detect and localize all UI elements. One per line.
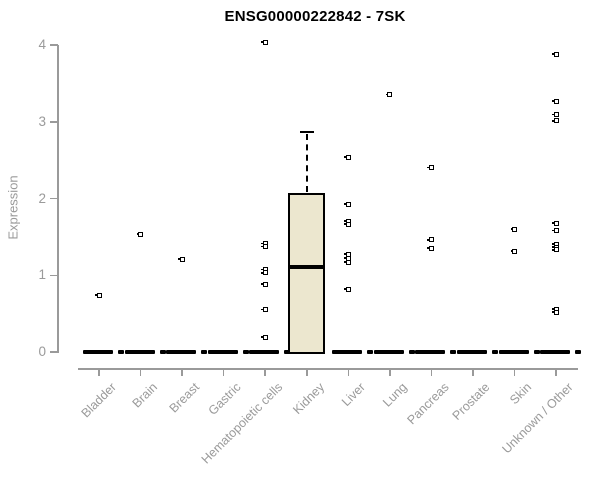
- x-tick-label: Brain: [129, 380, 161, 411]
- outlier-point[interactable]: [344, 286, 351, 292]
- outlier-point[interactable]: [344, 222, 351, 228]
- box[interactable]: [288, 193, 326, 354]
- collapsed-box-bar[interactable]: [498, 349, 529, 354]
- outlier-point[interactable]: [261, 270, 268, 276]
- x-axis-tick: [347, 368, 350, 376]
- collapsed-box-bar[interactable]: [83, 349, 113, 354]
- outlier-point[interactable]: [427, 237, 434, 243]
- collapsed-box-dash[interactable]: [575, 349, 582, 354]
- collapsed-box-dash[interactable]: [450, 349, 457, 354]
- y-tick-label: 0: [38, 344, 46, 359]
- collapsed-box-dash[interactable]: [159, 349, 166, 354]
- outlier-point[interactable]: [427, 245, 434, 251]
- collapsed-box-dash[interactable]: [242, 349, 249, 354]
- y-axis-label: Expression: [5, 175, 21, 240]
- x-tick-label: Skin: [507, 380, 535, 408]
- collapsed-box-dash[interactable]: [201, 349, 208, 354]
- x-axis-tick: [513, 368, 516, 376]
- y-axis-tick: [50, 121, 58, 123]
- outlier-point[interactable]: [552, 220, 559, 226]
- outlier-point[interactable]: [552, 309, 559, 315]
- collapsed-box-bar[interactable]: [540, 349, 571, 354]
- outlier-point[interactable]: [136, 232, 144, 238]
- outlier-point[interactable]: [261, 281, 268, 287]
- collapsed-box-bar[interactable]: [332, 349, 363, 354]
- y-tick-label: 1: [38, 267, 46, 283]
- outlier-point[interactable]: [385, 92, 393, 98]
- x-axis-tick: [264, 368, 266, 376]
- collapsed-box-bar[interactable]: [124, 349, 155, 354]
- x-axis-tick: [139, 368, 142, 376]
- collapsed-box-dash[interactable]: [533, 349, 540, 354]
- x-tick-label: Pancreas: [404, 380, 452, 428]
- whisker-line: [305, 134, 308, 193]
- x-tick-label: Gastric: [205, 380, 244, 418]
- x-axis-tick: [98, 368, 100, 376]
- collapsed-box-bar[interactable]: [373, 349, 404, 354]
- collapsed-box-bar[interactable]: [456, 349, 487, 354]
- outlier-point[interactable]: [552, 118, 559, 124]
- x-tick-label: Breast: [166, 380, 203, 416]
- outlier-point[interactable]: [510, 248, 517, 254]
- x-axis-line: [78, 368, 578, 370]
- y-tick-label: 3: [38, 113, 46, 129]
- outlier-point[interactable]: [427, 165, 434, 171]
- y-axis-tick: [50, 351, 58, 353]
- x-tick-label: Liver: [339, 380, 369, 410]
- collapsed-box-bar[interactable]: [415, 349, 446, 354]
- collapsed-box-bar[interactable]: [249, 349, 280, 354]
- x-axis-tick: [306, 368, 308, 376]
- outlier-point[interactable]: [95, 292, 102, 298]
- x-axis-tick: [430, 368, 433, 376]
- outlier-point[interactable]: [552, 112, 559, 118]
- outlier-point[interactable]: [344, 259, 351, 265]
- outlier-point[interactable]: [552, 228, 559, 234]
- y-tick-label: 2: [38, 190, 46, 206]
- x-tick-label: Hematopoietic cells: [198, 380, 286, 467]
- outlier-point[interactable]: [261, 40, 268, 46]
- median-line: [288, 264, 326, 270]
- outlier-point[interactable]: [510, 226, 517, 232]
- outlier-point[interactable]: [552, 51, 559, 57]
- x-axis-tick: [389, 368, 391, 376]
- outlier-point[interactable]: [344, 154, 351, 160]
- collapsed-box-dash[interactable]: [408, 349, 415, 354]
- x-tick-label: Prostate: [450, 380, 493, 423]
- y-axis-line: [57, 45, 59, 353]
- outlier-point[interactable]: [261, 307, 268, 313]
- outlier-point[interactable]: [552, 98, 559, 104]
- collapsed-box-dash[interactable]: [367, 349, 374, 354]
- y-axis-tick: [50, 274, 58, 276]
- collapsed-box-dash[interactable]: [491, 349, 498, 354]
- y-axis-tick: [50, 44, 58, 46]
- x-tick-label: Bladder: [78, 380, 119, 421]
- outlier-point[interactable]: [178, 256, 185, 262]
- x-axis-tick: [555, 368, 557, 376]
- collapsed-box-bar[interactable]: [166, 349, 197, 354]
- x-tick-label: Lung: [380, 380, 410, 410]
- outlier-point[interactable]: [552, 247, 559, 253]
- outlier-point[interactable]: [344, 202, 351, 208]
- outlier-point[interactable]: [261, 244, 268, 250]
- x-axis-tick: [181, 368, 183, 376]
- y-tick-label: 4: [38, 37, 46, 52]
- x-axis-tick: [222, 368, 225, 376]
- collapsed-box-bar[interactable]: [207, 349, 238, 354]
- whisker-cap: [299, 131, 314, 134]
- collapsed-box-dash[interactable]: [118, 349, 124, 354]
- x-axis-tick: [472, 368, 474, 376]
- x-tick-label: Kidney: [289, 380, 327, 417]
- chart-title: ENSG00000222842 - 7SK: [224, 8, 406, 25]
- outlier-point[interactable]: [261, 334, 268, 340]
- y-axis-tick: [50, 197, 58, 200]
- collapsed-box-dash[interactable]: [284, 349, 291, 354]
